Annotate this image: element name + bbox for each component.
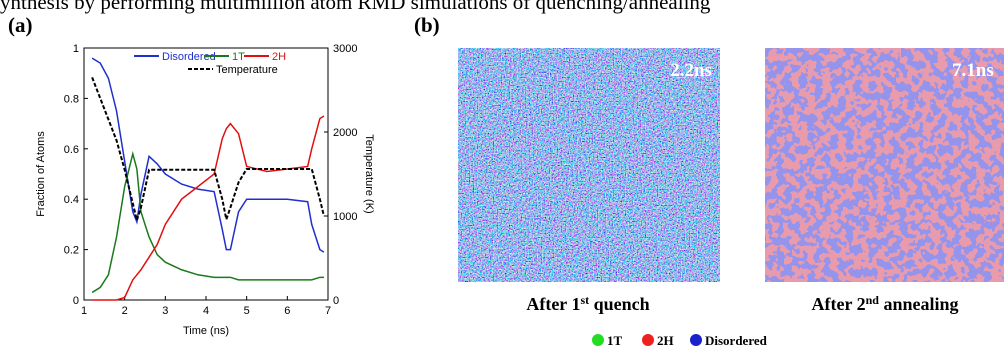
panel-label: (a) <box>8 13 33 37</box>
time-label: 2.2ns <box>670 60 712 81</box>
y2-tick-label: 3000 <box>333 43 357 55</box>
legend-label: Temperature <box>216 64 278 76</box>
y2-axis-label: Temperature (K) <box>363 134 375 213</box>
panel-label: (b) <box>414 13 440 37</box>
y-tick-label: 0 <box>73 295 79 307</box>
simulation-image <box>765 48 1004 282</box>
header-text: ynthesis by performing multimillion atom… <box>0 0 711 14</box>
y-tick-label: 0.6 <box>64 144 79 156</box>
figure: ynthesis by performing multimillion atom… <box>0 0 1004 351</box>
x-tick-label: 4 <box>203 305 209 317</box>
x-tick-label: 1 <box>81 305 87 317</box>
time-label: 7.1ns <box>952 60 994 81</box>
legend-label: 1T <box>232 51 245 63</box>
image-caption: After 2nd annealing <box>811 293 958 314</box>
x-tick-label: 2 <box>122 305 128 317</box>
y-tick-label: 0.8 <box>64 93 79 105</box>
legend-dot <box>690 334 702 346</box>
legend-label: 2H <box>657 333 674 348</box>
legend-dot <box>592 334 604 346</box>
legend-label: Disordered <box>705 333 768 348</box>
series-line <box>92 58 324 252</box>
image-caption: After 1st quench <box>526 293 649 314</box>
x-tick-label: 3 <box>162 305 168 317</box>
simulation-image <box>458 48 720 282</box>
legend-label: 2H <box>272 51 286 63</box>
legend-dot <box>642 334 654 346</box>
y2-tick-label: 1000 <box>333 211 357 223</box>
x-tick-label: 6 <box>284 305 290 317</box>
x-tick-label: 5 <box>244 305 250 317</box>
plot-frame <box>84 48 328 300</box>
y-tick-label: 1 <box>73 43 79 55</box>
x-axis-label: Time (ns) <box>183 325 229 337</box>
y-tick-label: 0.4 <box>64 194 79 206</box>
y2-tick-label: 2000 <box>333 127 357 139</box>
series-line <box>92 116 324 300</box>
page: {"header_text": "ynthesis by performing … <box>0 0 1004 351</box>
y2-tick-label: 0 <box>333 295 339 307</box>
series-line <box>92 154 324 293</box>
y-tick-label: 0.2 <box>64 245 79 257</box>
x-tick-label: 7 <box>325 305 331 317</box>
y-axis-label: Fraction of Atoms <box>35 131 47 217</box>
legend-label: 1T <box>607 333 623 348</box>
